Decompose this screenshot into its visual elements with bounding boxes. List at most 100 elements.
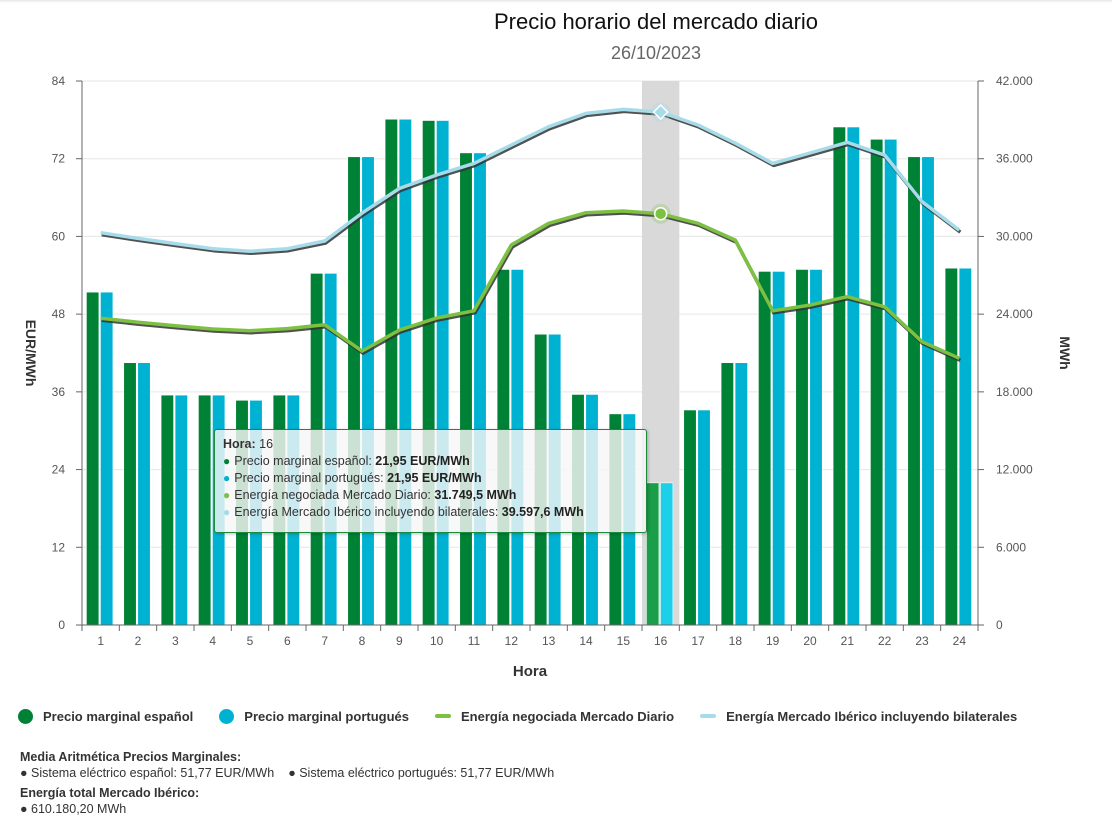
legend-label: Precio marginal español <box>43 708 194 724</box>
bar-precio-portugues[interactable] <box>137 362 151 626</box>
x-tick-label: 18 <box>729 634 743 648</box>
price-pt-average: ● Sistema eléctrico portugués: 51,77 EUR… <box>288 766 555 780</box>
bar-precio-espanol[interactable] <box>459 152 473 626</box>
bar-precio-portugues[interactable] <box>809 269 823 626</box>
bar-precio-espanol[interactable] <box>198 394 212 626</box>
energy-summary-value: ● 610.180,20 MWh <box>20 802 127 816</box>
x-tick-label: 7 <box>321 634 328 648</box>
line-series <box>100 102 962 362</box>
x-tick-label: 16 <box>654 634 668 648</box>
x-tick-label: 22 <box>878 634 892 648</box>
y2-tick-label: 12.000 <box>996 463 1033 477</box>
bar-precio-portugues[interactable] <box>436 120 450 626</box>
x-axis-title: Hora <box>513 663 548 680</box>
tooltip-row: ● Precio marginal portugués: 21,95 EUR/MW… <box>223 470 638 487</box>
y2-tick-label: 0 <box>996 618 1003 632</box>
tooltip-row: ● Energía negociada Mercado Diario: 31.74… <box>223 487 638 504</box>
bar-precio-espanol[interactable] <box>683 409 697 626</box>
bar-precio-portugues[interactable] <box>660 482 674 626</box>
x-tick-label: 24 <box>953 634 967 648</box>
legend-circle-icon <box>18 708 33 724</box>
x-tick-label: 12 <box>505 634 519 648</box>
legend-item-precio-espanol[interactable]: Precio marginal español <box>18 708 194 724</box>
bar-precio-portugues[interactable] <box>846 126 860 626</box>
bar-precio-portugues[interactable] <box>958 267 972 626</box>
bar-precio-espanol[interactable] <box>907 156 921 626</box>
tooltip-label: Energía negociada Mercado Diario: <box>234 488 435 502</box>
x-tick-label: 20 <box>803 634 817 648</box>
x-tick-label: 13 <box>542 634 556 648</box>
bar-precio-portugues[interactable] <box>734 362 748 626</box>
legend-circle-icon <box>219 708 235 724</box>
bar-precio-portugues[interactable] <box>772 271 786 626</box>
tooltip-header: Hora: 16 <box>223 436 638 453</box>
bar-precio-portugues[interactable] <box>884 138 898 626</box>
line-energia-diario[interactable] <box>100 209 961 360</box>
prices-summary-title: Media Aritmética Precios Marginales: <box>20 750 242 764</box>
x-tick-label: 3 <box>172 634 179 648</box>
x-tick-label: 2 <box>135 634 142 648</box>
bar-precio-espanol[interactable] <box>870 138 884 626</box>
bar-precio-espanol[interactable] <box>832 126 846 626</box>
legend-label: Energía negociada Mercado Diario <box>460 708 675 724</box>
price-es-average: ● Sistema eléctrico español: 51,77 EUR/M… <box>20 766 275 780</box>
bar-precio-espanol[interactable] <box>160 394 174 626</box>
y2-tick-label: 6.000 <box>996 540 1026 554</box>
bar-precio-espanol[interactable] <box>944 267 958 626</box>
line-energia-iberico-shadow <box>101 109 962 256</box>
bar-precio-espanol[interactable] <box>758 271 772 626</box>
legend-item-precio-portugues[interactable]: Precio marginal portugués <box>219 708 409 724</box>
tooltip-label: Precio marginal portugués: <box>234 471 388 485</box>
y2-tick-label: 42.000 <box>996 74 1033 88</box>
tooltip-label: Precio marginal español: <box>234 454 376 468</box>
bar-precio-portugues[interactable] <box>473 152 487 626</box>
bar-precio-portugues[interactable] <box>174 394 188 626</box>
bullet-icon: ● <box>223 471 231 485</box>
legend-item-energia-iberico[interactable]: Energía Mercado Ibérico incluyendo bilat… <box>700 709 1017 724</box>
tooltip: Hora: 16 ● Precio marginal español: 21,95… <box>214 429 647 533</box>
bar-precio-portugues[interactable] <box>398 118 412 626</box>
x-tick-label: 4 <box>209 634 216 648</box>
bar-precio-portugues[interactable] <box>697 409 711 626</box>
x-tick-label: 5 <box>247 634 254 648</box>
legend-label: Precio marginal portugués <box>244 708 409 724</box>
y2-axis-title: MWh <box>1057 336 1073 369</box>
bar-precio-espanol[interactable] <box>123 362 137 626</box>
bar-precio-espanol[interactable] <box>646 482 660 626</box>
y-tick-label: 36 <box>52 385 66 399</box>
top-border <box>0 0 1112 3</box>
bar-precio-portugues[interactable] <box>100 291 114 626</box>
tooltip-header-label: Hora: <box>223 437 256 451</box>
chart-area[interactable]: 01224364860728406.00012.00018.00024.0003… <box>0 0 1112 700</box>
x-tick-label: 14 <box>579 634 593 648</box>
tooltip-value: 31.749,5 MWh <box>434 488 517 502</box>
x-tick-label: 19 <box>766 634 780 648</box>
y-tick-label: 60 <box>52 229 66 243</box>
bullet-icon: ● <box>223 505 231 519</box>
y-tick-label: 84 <box>52 74 66 88</box>
y-tick-label: 72 <box>52 152 66 166</box>
bar-precio-espanol[interactable] <box>86 291 100 626</box>
tooltip-value: 39.597,6 MWh <box>501 505 584 519</box>
chart-title: Precio horario del mercado diario <box>493 9 819 34</box>
x-tick-label: 23 <box>915 634 929 648</box>
axes: 01224364860728406.00012.00018.00024.0003… <box>52 74 1033 648</box>
tooltip-label: Energía Mercado Ibérico incluyendo bilat… <box>234 505 502 519</box>
legend-item-energia-diario[interactable]: Energía negociada Mercado Diario <box>434 708 675 724</box>
x-tick-label: 11 <box>468 634 481 648</box>
bar-precio-espanol[interactable] <box>422 120 436 626</box>
chart-subtitle: 26/10/2023 <box>610 43 702 63</box>
tooltip-header-value: 16 <box>259 437 274 451</box>
bar-series <box>86 118 972 626</box>
bar-precio-portugues[interactable] <box>921 156 935 626</box>
bullet-icon: ● <box>223 454 231 468</box>
bar-precio-espanol[interactable] <box>795 269 809 626</box>
y-tick-label: 24 <box>52 463 66 477</box>
bullet-icon: ● <box>223 488 231 502</box>
bar-precio-espanol[interactable] <box>720 362 734 626</box>
line-energia-iberico[interactable] <box>100 107 961 254</box>
bar-precio-portugues[interactable] <box>361 156 375 626</box>
x-tick-label: 8 <box>359 634 366 648</box>
energy-summary-title: Energía total Mercado Ibérico: <box>20 786 200 800</box>
x-tick-label: 15 <box>617 634 631 648</box>
